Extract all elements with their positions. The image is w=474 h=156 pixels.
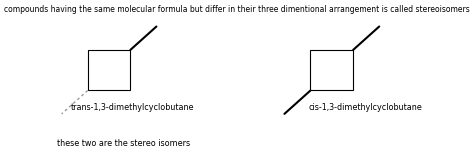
Bar bbox=[310, 50, 353, 90]
Text: compounds having the same molecular formula but differ in their three dimentiona: compounds having the same molecular form… bbox=[4, 5, 470, 14]
Text: trans-1,3-dimethylcyclobutane: trans-1,3-dimethylcyclobutane bbox=[71, 103, 195, 112]
Bar bbox=[88, 50, 130, 90]
Text: cis-1,3-dimethylcyclobutane: cis-1,3-dimethylcyclobutane bbox=[308, 103, 422, 112]
Text: these two are the stereo isomers: these two are the stereo isomers bbox=[57, 139, 190, 148]
